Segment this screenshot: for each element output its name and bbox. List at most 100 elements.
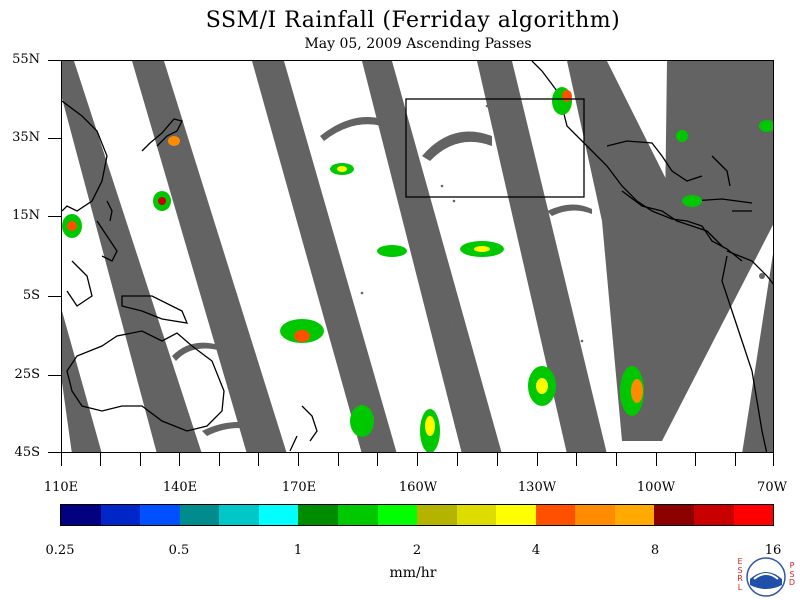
- lon-tick: [338, 453, 339, 466]
- swath-gap: [62, 61, 202, 452]
- lon-tick: [140, 453, 141, 466]
- lat-tick: [48, 296, 61, 297]
- coastline-florida: [711, 155, 731, 187]
- colorbar-label: 8: [650, 543, 660, 558]
- chart-subtitle: May 05, 2009 Ascending Passes: [304, 36, 532, 52]
- coastline-new-zealand: [289, 405, 318, 452]
- rain-patch: [562, 90, 572, 102]
- colorbar-cell-3: [179, 505, 220, 525]
- rain-patch: [337, 166, 347, 172]
- rain-patch: [425, 416, 435, 436]
- islands: [360, 104, 765, 343]
- lat-tick: [48, 60, 61, 61]
- lon-tick: [219, 453, 220, 466]
- colorbar-cell-17: [733, 505, 774, 525]
- colorbar-label: 2: [412, 543, 422, 558]
- coastline-philippines: [96, 220, 118, 262]
- colorbar-label: 16: [764, 543, 782, 558]
- swath-arc: [547, 204, 592, 216]
- lon-tick: [735, 453, 736, 466]
- highlight-box: [405, 98, 585, 198]
- coastline-south-america: [721, 250, 773, 452]
- lon-label-100w: 100W: [636, 480, 676, 495]
- lon-tick: [417, 453, 418, 466]
- swath-gap: [132, 61, 287, 452]
- lat-tick: [48, 138, 61, 139]
- lat-label-35n: 35N: [12, 130, 40, 145]
- island: [440, 184, 444, 188]
- colorbar-cell-6: [298, 505, 338, 525]
- rainfall-map-svg: [62, 61, 773, 452]
- lat-tick: [48, 452, 61, 453]
- lat-label-25s: 25S: [14, 367, 40, 382]
- colorbar: [60, 504, 774, 526]
- colorbar-cell-7: [337, 505, 378, 525]
- lat-label-5s: 5S: [22, 288, 40, 303]
- lon-tick: [179, 453, 180, 466]
- swath-gap: [362, 61, 502, 452]
- swath-gaps: [62, 61, 773, 452]
- rain-patch: [682, 195, 702, 207]
- lon-label-170e: 170E: [281, 480, 317, 495]
- chart-title: SSM/I Rainfall (Ferriday algorithm): [205, 8, 621, 33]
- rain-patch: [158, 197, 166, 205]
- lat-tick: [48, 375, 61, 376]
- swath-arc: [202, 422, 262, 436]
- colorbar-label: 0.25: [45, 543, 75, 558]
- lon-tick: [576, 453, 577, 466]
- lon-tick: [258, 453, 259, 466]
- swath-gap: [62, 311, 102, 452]
- colorbar-cell-10: [456, 505, 497, 525]
- colorbar-cell-1: [100, 505, 141, 525]
- colorbar-cell-14: [614, 505, 655, 525]
- colorbar-cell-0: [61, 505, 101, 525]
- lon-label-140e: 140E: [162, 480, 198, 495]
- lon-tick: [61, 453, 62, 466]
- colorbar-cell-5: [258, 505, 299, 525]
- colorbar-cell-12: [535, 505, 576, 525]
- lon-tick: [457, 453, 458, 466]
- rain-patch: [474, 246, 490, 252]
- island: [452, 199, 456, 203]
- lon-tick: [100, 453, 101, 466]
- swath-arc: [172, 342, 222, 361]
- island: [360, 291, 364, 295]
- lon-label-130w: 130W: [517, 480, 557, 495]
- coastline-japan: [141, 118, 183, 152]
- swath-gap: [742, 253, 773, 452]
- colorbar-cell-16: [694, 505, 734, 525]
- colorbar-cell-2: [140, 505, 180, 525]
- swath-gap: [252, 61, 397, 452]
- island: [580, 339, 584, 343]
- lon-tick: [497, 453, 498, 466]
- lon-tick: [616, 453, 617, 466]
- rain-patch: [631, 379, 643, 403]
- rain-patch: [676, 130, 688, 142]
- lon-tick: [298, 453, 299, 466]
- colorbar-cell-8: [377, 505, 418, 525]
- coastline-asia: [62, 100, 108, 212]
- coastline-borneo: [66, 260, 93, 307]
- colorbar-cell-11: [496, 505, 536, 525]
- rain-patch: [536, 378, 548, 394]
- swath-arc: [422, 131, 492, 161]
- rainfall-map: [61, 60, 774, 453]
- coastline-central-america: [621, 190, 723, 247]
- coastline-gulf-mexico: [606, 140, 703, 182]
- lon-tick: [377, 453, 378, 466]
- lon-tick: [537, 453, 538, 466]
- coastline-australia: [66, 330, 225, 432]
- coastline-new-guinea: [121, 295, 189, 324]
- rain-patch: [168, 136, 180, 146]
- colorbar-cell-4: [219, 505, 259, 525]
- colorbar-cell-13: [575, 505, 615, 525]
- rain-patch: [759, 120, 773, 132]
- colorbar-cell-15: [654, 505, 694, 525]
- rain-patch: [377, 245, 407, 257]
- colorbar-label: 1: [293, 543, 303, 558]
- rain-patch: [67, 221, 77, 231]
- lon-tick: [773, 453, 774, 466]
